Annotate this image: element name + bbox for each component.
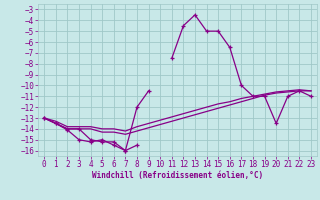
- X-axis label: Windchill (Refroidissement éolien,°C): Windchill (Refroidissement éolien,°C): [92, 171, 263, 180]
